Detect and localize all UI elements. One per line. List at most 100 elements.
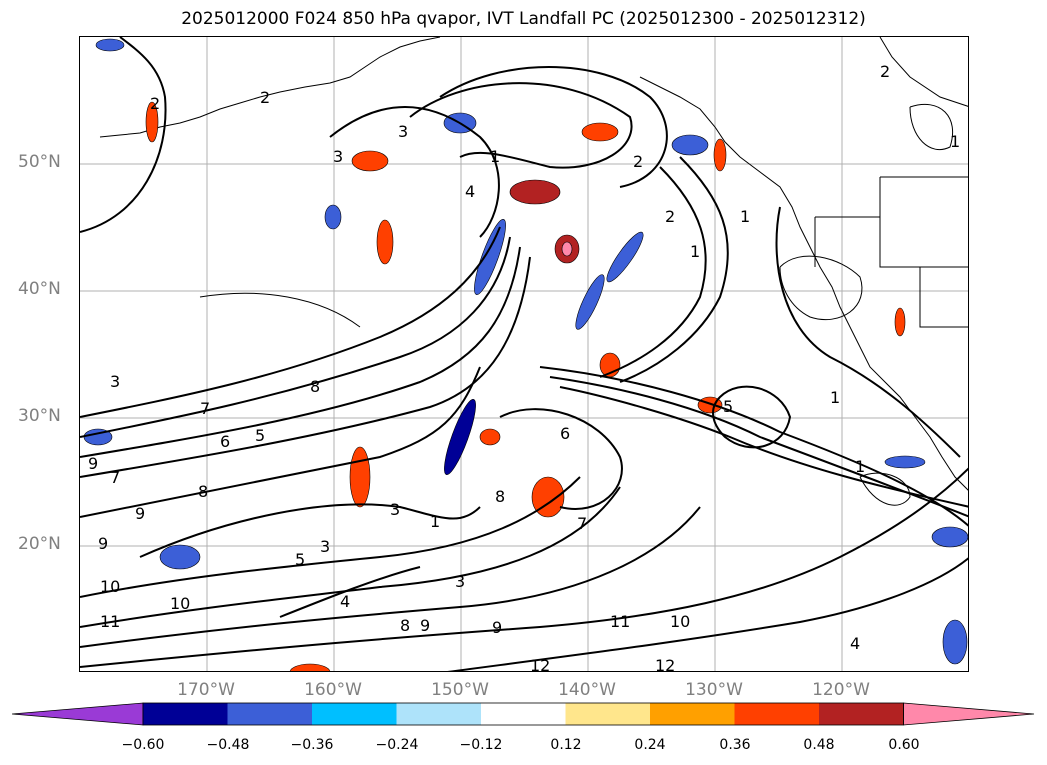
contour-line [619, 156, 729, 383]
contour-line [199, 292, 361, 328]
colorbar-cell [565, 703, 651, 725]
contour-label: 1 [740, 207, 750, 226]
contour-label: 8 [310, 377, 320, 396]
contour-line [329, 106, 500, 238]
canada-coast [879, 37, 968, 107]
map-panel: 2 2 3 3 1 4 2 2 1 1 3 8 7 5 6 9 7 8 9 3 … [79, 36, 969, 672]
contour-line [279, 566, 421, 618]
lon-label-150w: 150°W [431, 680, 489, 700]
anomaly-max-positive [561, 241, 573, 257]
colorbar-tick: −0.48 [206, 737, 250, 753]
contour-label: 2 [150, 94, 160, 113]
colorbar [12, 702, 1035, 726]
contour-line [80, 467, 968, 668]
contour-label: 8 [198, 482, 208, 501]
contour-line [447, 557, 968, 671]
coastlines [99, 37, 968, 491]
contour-label: 1 [855, 457, 865, 476]
contour-label: 5 [723, 397, 733, 416]
colorbar-tick: 0.60 [888, 737, 920, 753]
contour-line [559, 386, 968, 508]
contour-label: 3 [333, 147, 343, 166]
contour-label: 9 [420, 616, 430, 635]
contour-line [909, 103, 954, 150]
anomaly-negative [931, 526, 968, 548]
contour-label: 7 [110, 468, 120, 487]
contour-line [80, 256, 531, 478]
contour-label: 1 [430, 512, 440, 531]
contour-line [80, 366, 481, 518]
colorbar-cell [481, 703, 566, 725]
contour-label: 4 [850, 634, 860, 653]
colorbar-cells [12, 702, 1035, 726]
colorbar-cell [227, 703, 313, 725]
contour-label: 7 [577, 514, 587, 533]
contour-line [80, 506, 701, 648]
state-border-2 [919, 267, 968, 328]
lat-label-30n: 30°N [18, 406, 61, 426]
anomaly-positive [289, 663, 331, 671]
contour-label: 5 [255, 426, 265, 445]
anomaly-negative [95, 38, 125, 52]
contour-line [80, 246, 521, 458]
contour-line [499, 408, 623, 510]
anomaly-positive [376, 219, 394, 265]
anomaly-negative [942, 619, 968, 665]
colorbar-tick: 0.48 [803, 737, 835, 753]
contour-label: 10 [170, 594, 190, 613]
anomaly-positive [581, 122, 619, 142]
state-border-3 [814, 216, 880, 267]
lat-label-40n: 40°N [18, 279, 61, 299]
colorbar-tick: −0.60 [121, 737, 165, 753]
anomaly-negative [671, 134, 709, 156]
colorbar-tick: 0.24 [634, 737, 666, 753]
state-border-1 [879, 177, 968, 268]
anomaly-negative [884, 455, 926, 469]
anomaly-positive [145, 101, 159, 143]
lon-label-140w: 140°W [558, 680, 616, 700]
anomaly-positive [713, 138, 727, 172]
contour-label: 3 [398, 122, 408, 141]
contour-line [80, 486, 621, 628]
colorbar-extend-min [12, 702, 144, 726]
anomaly-positive [894, 307, 906, 337]
contour-line [80, 226, 501, 418]
contour-line [549, 376, 968, 518]
lat-label-50n: 50°N [18, 152, 61, 172]
contour-line [139, 503, 481, 558]
contour-label: 12 [530, 656, 550, 672]
graticule [80, 37, 968, 671]
contour-label: 7 [200, 399, 210, 418]
anomaly-negative [159, 544, 201, 570]
anomaly-negative [324, 204, 342, 230]
contour-label: 3 [455, 572, 465, 591]
colorbar-cell [396, 703, 482, 725]
ivt-contours [80, 37, 968, 671]
contour-label: 9 [98, 534, 108, 553]
colorbar-cell [734, 703, 820, 725]
contour-label: 11 [610, 612, 630, 631]
contour-label: 2 [880, 62, 890, 81]
anomaly-strong-positive [509, 179, 561, 205]
anomaly-positive [479, 428, 501, 446]
contour-label: 9 [492, 618, 502, 637]
contour-label: 8 [495, 487, 505, 506]
contour-line [539, 366, 968, 527]
lon-label-160w: 160°W [304, 680, 362, 700]
contour-line [80, 236, 511, 438]
contour-label: 8 [400, 616, 410, 635]
contour-label: 2 [665, 207, 675, 226]
contour-line [409, 82, 633, 169]
contour-line [712, 385, 792, 449]
colorbar-border [142, 702, 904, 726]
colorbar-tick: −0.36 [290, 737, 334, 753]
anomaly-positive [531, 476, 565, 518]
contour-label: 11 [100, 612, 120, 631]
contour-label: 3 [390, 500, 400, 519]
contour-label: 4 [340, 592, 350, 611]
anomaly-negative [575, 274, 605, 330]
contour-label: 10 [100, 577, 120, 596]
colorbar-cell [143, 703, 228, 725]
colorbar-tick: 0.12 [550, 737, 582, 753]
contour-label: 3 [110, 372, 120, 391]
